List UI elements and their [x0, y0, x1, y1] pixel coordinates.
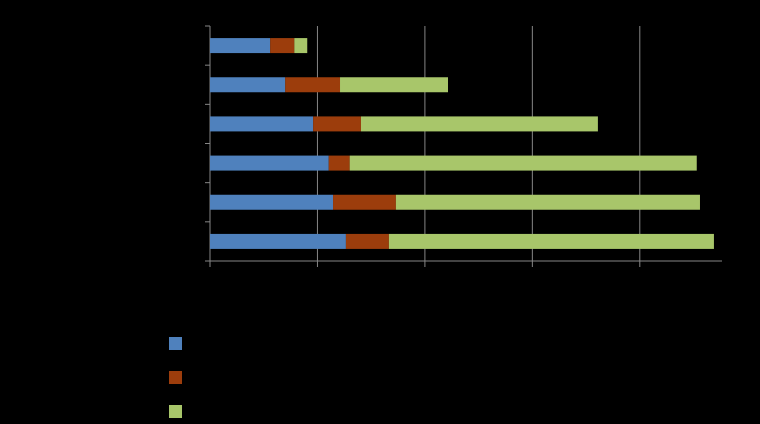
bar-segment: [333, 194, 396, 210]
bar-segment: [349, 155, 697, 171]
bar-segment: [340, 77, 449, 93]
bar-segment: [210, 77, 286, 93]
bar-segment: [313, 116, 361, 132]
bar-segment: [285, 77, 341, 93]
bar-segment: [388, 233, 714, 249]
bar-segment: [360, 116, 598, 132]
bar-segment: [294, 38, 308, 54]
bar-segment: [210, 38, 271, 54]
bar-segment: [328, 155, 350, 171]
bar-segment: [210, 155, 329, 171]
bar-segment: [210, 233, 346, 249]
bar-segment: [270, 38, 295, 54]
bar-segment: [345, 233, 389, 249]
bar-segment: [210, 116, 314, 132]
legend-swatch: [169, 371, 182, 384]
legend-swatch: [169, 337, 182, 350]
bar-segment: [210, 194, 334, 210]
legend-swatch: [169, 405, 182, 418]
bar-segment: [395, 194, 700, 210]
